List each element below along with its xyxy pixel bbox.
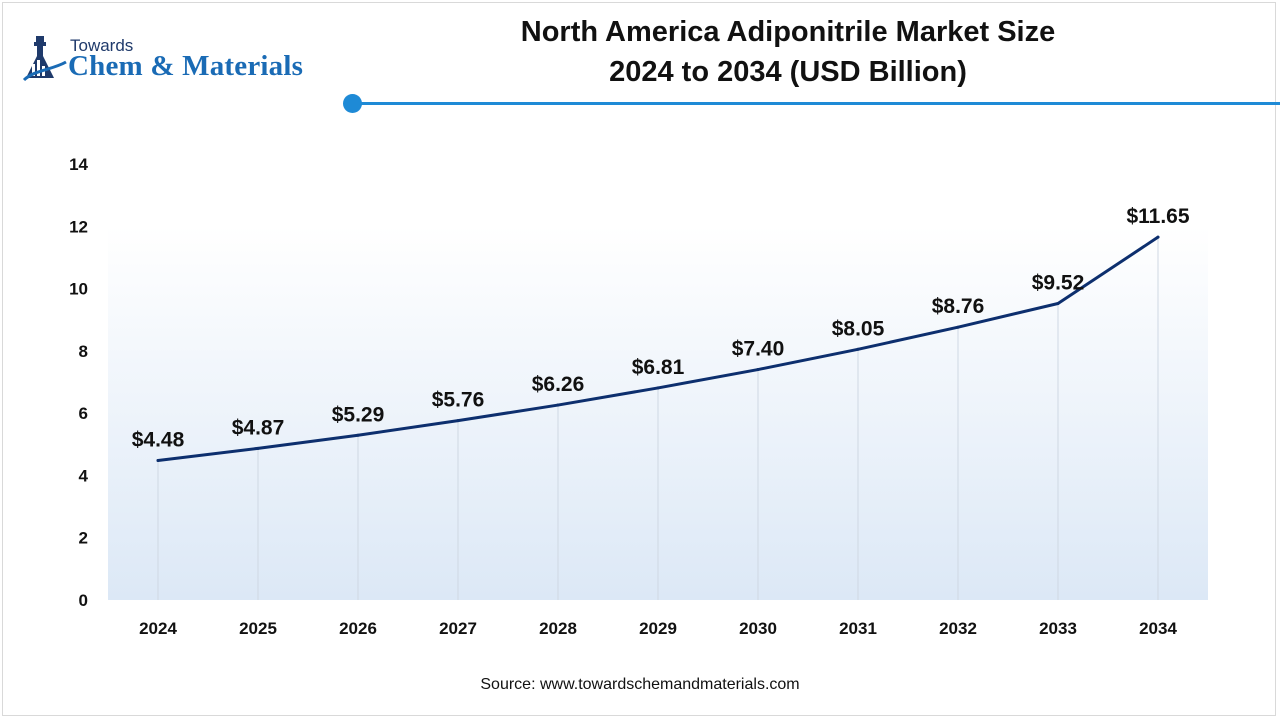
data-label: $8.76 [932, 295, 985, 318]
x-tick-label: 2026 [339, 619, 377, 638]
y-tick-label: 8 [79, 342, 88, 361]
y-tick-label: 0 [79, 591, 88, 610]
data-label: $5.76 [432, 389, 485, 412]
flask-logo-icon [22, 36, 67, 82]
x-tick-label: 2029 [639, 619, 677, 638]
source-note: Source: www.towardschemandmaterials.com [480, 676, 800, 693]
data-label: $11.65 [1126, 205, 1189, 228]
logo-towards-text: Towards [70, 36, 134, 55]
x-tick-label: 2034 [1139, 619, 1177, 638]
data-label: $9.52 [1032, 272, 1085, 295]
data-label: $6.26 [532, 373, 585, 396]
y-tick-label: 2 [79, 529, 88, 548]
data-point [556, 403, 560, 407]
logo-brand-text: Chem & Materials [68, 50, 304, 82]
data-point [756, 368, 760, 372]
data-point [956, 325, 960, 329]
y-tick-label: 4 [79, 466, 89, 485]
data-point [656, 386, 660, 390]
x-tick-label: 2028 [539, 619, 577, 638]
chart-title-line2: 2024 to 2034 (USD Billion) [609, 56, 967, 88]
data-label: $5.29 [332, 403, 385, 426]
title-divider-dot [343, 94, 362, 113]
data-label: $6.81 [632, 356, 685, 379]
data-point [1056, 302, 1060, 306]
x-tick-label: 2032 [939, 619, 977, 638]
x-tick-label: 2030 [739, 619, 777, 638]
title-divider-line [358, 102, 1280, 105]
data-point [256, 446, 260, 450]
x-tick-label: 2031 [839, 619, 877, 638]
x-tick-label: 2027 [439, 619, 477, 638]
y-tick-label: 6 [79, 404, 88, 423]
data-point [356, 433, 360, 437]
x-tick-label: 2024 [139, 619, 177, 638]
data-point [1156, 235, 1160, 239]
x-tick-label: 2033 [1039, 619, 1077, 638]
data-point [456, 419, 460, 423]
data-point [156, 458, 160, 462]
data-label: $4.87 [232, 416, 285, 439]
y-tick-label: 10 [69, 280, 88, 299]
data-label: $7.40 [732, 338, 785, 361]
data-label: $4.48 [132, 428, 185, 451]
y-tick-label: 14 [69, 155, 88, 174]
chart-title: North America Adiponitrile Market Size 2… [380, 12, 1196, 92]
logo: Towards Chem & Materials [22, 34, 342, 90]
chart-title-line1: North America Adiponitrile Market Size [520, 16, 1056, 48]
x-tick-label: 2025 [239, 619, 277, 638]
data-label: $8.05 [832, 317, 885, 340]
data-point [856, 347, 860, 351]
y-tick-label: 12 [69, 217, 88, 236]
